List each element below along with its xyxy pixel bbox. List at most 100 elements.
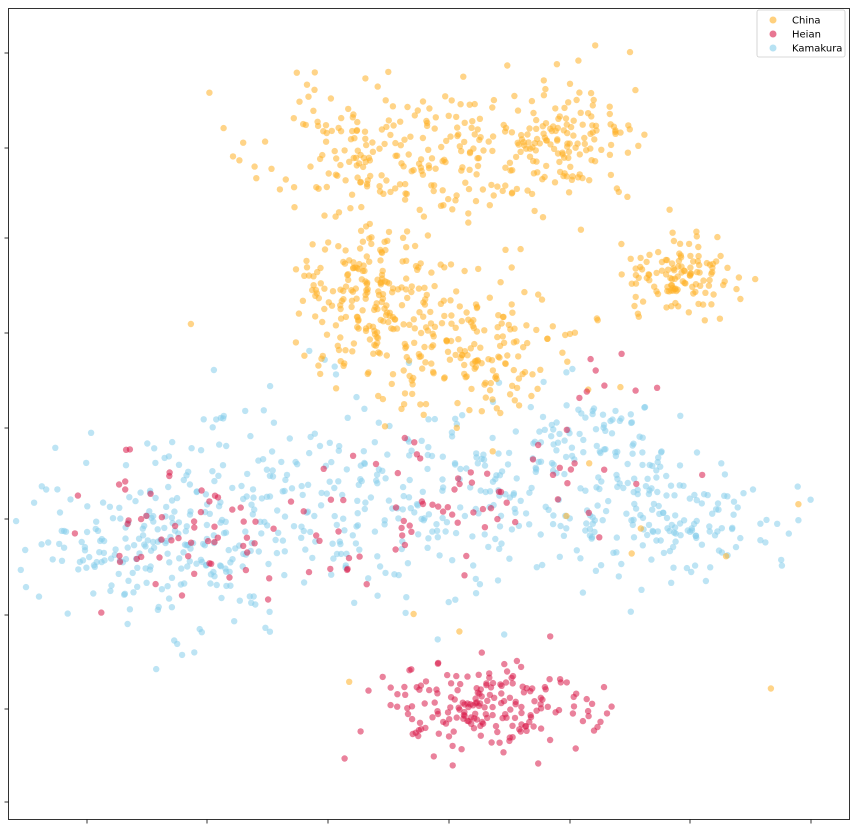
data-point (411, 242, 419, 250)
data-point (376, 183, 383, 190)
data-point (631, 475, 638, 482)
data-point (397, 118, 404, 125)
data-point (392, 139, 399, 147)
data-point (341, 527, 348, 534)
data-point (401, 434, 408, 442)
data-point (716, 315, 724, 322)
data-point (528, 484, 535, 492)
data-point (332, 371, 340, 378)
data-point (533, 125, 540, 132)
data-point (529, 685, 536, 692)
data-point (144, 440, 151, 447)
data-point (326, 478, 333, 485)
data-point (428, 182, 435, 189)
data-point (133, 555, 140, 563)
data-point (400, 492, 407, 500)
data-point (361, 405, 368, 412)
data-point (226, 568, 233, 575)
data-point (452, 324, 459, 331)
data-point (64, 610, 71, 617)
data-point (461, 512, 469, 520)
data-point (698, 541, 706, 548)
data-point (470, 725, 478, 732)
data-point (331, 147, 338, 155)
data-point (628, 419, 635, 427)
data-point (509, 309, 516, 316)
data-point (45, 539, 52, 546)
data-point (379, 673, 386, 681)
data-point (550, 145, 558, 153)
data-point (434, 708, 441, 715)
data-point (365, 575, 372, 582)
data-point (489, 396, 496, 403)
data-point (524, 131, 531, 138)
data-point (290, 184, 298, 191)
data-point (414, 266, 421, 273)
data-point (472, 575, 479, 583)
data-point (247, 432, 254, 440)
data-point (576, 394, 583, 402)
data-point (400, 367, 407, 374)
data-point (501, 631, 508, 638)
data-point (106, 503, 114, 510)
data-point (383, 352, 390, 359)
data-point (606, 151, 614, 158)
data-point (338, 114, 345, 122)
data-point (349, 127, 356, 135)
data-point (618, 350, 625, 357)
data-point (99, 499, 107, 506)
data-point (663, 472, 670, 480)
data-point (408, 288, 415, 296)
data-point (794, 483, 801, 490)
data-point (721, 471, 729, 478)
data-point (639, 542, 646, 549)
data-point (385, 280, 393, 287)
data-point (98, 609, 105, 616)
data-point (115, 481, 123, 488)
data-point (319, 352, 326, 360)
data-point (315, 295, 322, 302)
data-point (356, 546, 363, 553)
data-point (242, 566, 250, 574)
data-point (533, 564, 540, 571)
data-point (71, 530, 79, 537)
data-point (449, 762, 456, 769)
data-point (549, 471, 557, 478)
data-point (501, 660, 508, 668)
data-point (526, 153, 534, 160)
data-point (453, 672, 460, 680)
data-point (489, 133, 497, 140)
data-point (510, 366, 517, 374)
data-point (374, 553, 381, 560)
data-point (687, 252, 694, 260)
data-point (687, 270, 694, 277)
data-point (639, 461, 646, 469)
data-point (108, 582, 115, 589)
data-point (695, 252, 702, 260)
data-point (577, 485, 584, 492)
data-point (624, 149, 632, 156)
data-point (362, 327, 370, 335)
data-point (292, 339, 300, 346)
data-point (478, 408, 485, 415)
data-point (512, 153, 520, 161)
data-point (489, 448, 496, 455)
data-point (141, 522, 148, 530)
data-point (582, 527, 589, 534)
data-point (420, 313, 427, 320)
data-point (309, 554, 316, 562)
data-point (556, 168, 564, 176)
data-point (215, 503, 223, 510)
data-point (168, 497, 176, 504)
data-point (425, 162, 432, 169)
data-point (237, 504, 244, 511)
data-point (281, 487, 288, 495)
data-point (389, 289, 396, 296)
data-point (518, 703, 525, 711)
data-point (335, 447, 342, 454)
data-point (563, 369, 570, 376)
data-point (639, 449, 646, 456)
data-point (258, 530, 265, 537)
data-point (295, 310, 303, 317)
data-point (440, 297, 447, 304)
